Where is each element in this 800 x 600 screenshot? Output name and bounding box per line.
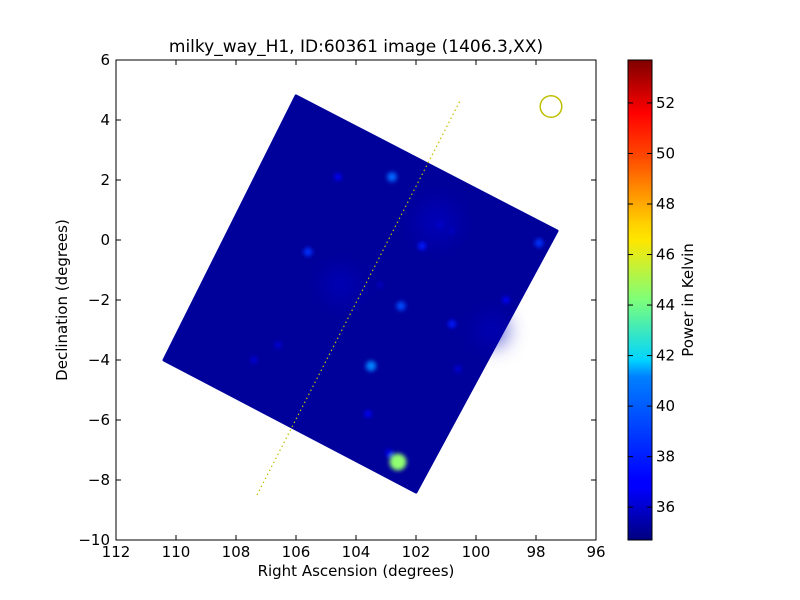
x-tick-label: 100	[462, 543, 491, 561]
colorbar-tick-label: 42	[656, 347, 675, 365]
source-blob	[436, 221, 444, 229]
colorbar-tick-label: 46	[656, 246, 675, 264]
source-blob	[377, 282, 383, 288]
source-blob	[274, 341, 282, 349]
diffuse-patch	[475, 314, 507, 346]
colorbar-tick-label: 40	[656, 397, 675, 415]
x-tick-label: 96	[586, 543, 605, 561]
x-tick-label: 112	[102, 543, 131, 561]
x-tick-label: 104	[342, 543, 371, 561]
x-axis-label: Right Ascension (degrees)	[258, 562, 455, 580]
source-blob	[502, 296, 510, 304]
source-blob	[365, 360, 377, 372]
colorbar-ticks: 36 38 40 42 44 46 48 50 52	[628, 94, 675, 516]
diffuse-patch	[323, 267, 359, 303]
colorbar-tick-label: 52	[656, 94, 675, 112]
diffuse-patch	[415, 200, 459, 244]
y-tick-label: 0	[100, 231, 110, 249]
x-tick-label: 108	[222, 543, 251, 561]
colorbar-tick-label: 50	[656, 144, 675, 162]
source-blob	[250, 356, 258, 364]
y-tick-label: 2	[100, 171, 110, 189]
y-tick-label: −8	[88, 471, 110, 489]
y-tick-label: −6	[88, 411, 110, 429]
source-blob	[454, 365, 462, 373]
y-tick-label: −4	[88, 351, 110, 369]
y-tick-label: −10	[78, 531, 110, 549]
source-blob	[449, 228, 455, 234]
x-tick-label: 102	[402, 543, 431, 561]
source-blob	[334, 173, 342, 181]
colorbar	[627, 59, 653, 541]
source-blob	[387, 172, 397, 182]
colorbar-tick-label: 44	[656, 296, 675, 314]
colorbar-label: Power in Kelvin	[679, 243, 697, 357]
colorbar-tick-label: 38	[656, 448, 675, 466]
y-tick-label: −2	[88, 291, 110, 309]
y-axis-ticks: 6 4 2 0 −2 −4 −6 −8 −10	[78, 51, 596, 549]
point-sources	[250, 172, 544, 471]
source-blob	[396, 301, 406, 311]
beam-circle-overlay	[539, 94, 563, 119]
source-blob	[303, 247, 313, 257]
y-tick-label: 4	[100, 111, 110, 129]
source-blob	[418, 242, 426, 250]
colorbar-tick-label: 48	[656, 195, 675, 213]
x-tick-label: 110	[162, 543, 191, 561]
source-blob	[534, 238, 544, 248]
source-blob	[385, 449, 393, 457]
x-tick-label: 106	[282, 543, 311, 561]
y-tick-label: 6	[100, 51, 110, 69]
source-blob	[448, 320, 456, 328]
source-blob	[389, 453, 407, 471]
chart-title: milky_way_H1, ID:60361 image (1406.3,XX)	[169, 37, 543, 57]
x-tick-label: 98	[526, 543, 545, 561]
diffuse-emission	[323, 200, 507, 346]
x-axis-ticks: 112 110 108 106 104 102 100 98 96	[102, 60, 606, 561]
colorbar-tick-label: 36	[656, 498, 675, 516]
y-axis-label: Declination (degrees)	[53, 219, 71, 381]
source-blob	[364, 410, 372, 418]
